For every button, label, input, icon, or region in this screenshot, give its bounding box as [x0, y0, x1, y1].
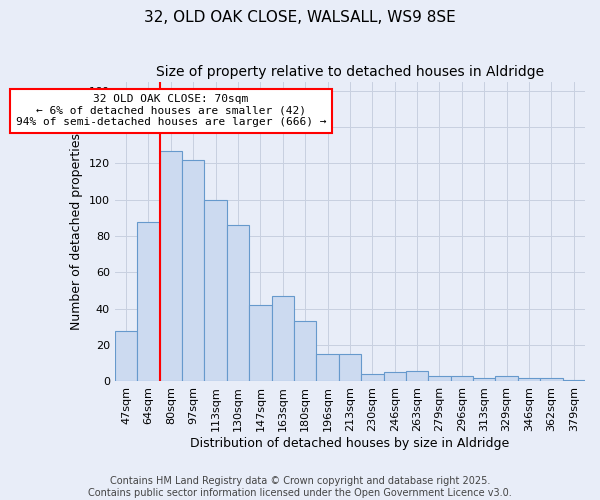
X-axis label: Distribution of detached houses by size in Aldridge: Distribution of detached houses by size … [190, 437, 509, 450]
Bar [316, 354, 339, 382]
Bar [361, 374, 383, 382]
Bar [406, 370, 428, 382]
Title: Size of property relative to detached houses in Aldridge: Size of property relative to detached ho… [156, 65, 544, 79]
Bar [473, 378, 496, 382]
Bar [451, 376, 473, 382]
Text: 32 OLD OAK CLOSE: 70sqm
← 6% of detached houses are smaller (42)
94% of semi-det: 32 OLD OAK CLOSE: 70sqm ← 6% of detached… [16, 94, 326, 128]
Text: 32, OLD OAK CLOSE, WALSALL, WS9 8SE: 32, OLD OAK CLOSE, WALSALL, WS9 8SE [144, 10, 456, 25]
Bar [383, 372, 406, 382]
Bar [249, 305, 272, 382]
Bar [339, 354, 361, 382]
Text: Contains HM Land Registry data © Crown copyright and database right 2025.
Contai: Contains HM Land Registry data © Crown c… [88, 476, 512, 498]
Bar [205, 200, 227, 382]
Bar [115, 330, 137, 382]
Bar [272, 296, 294, 382]
Bar [496, 376, 518, 382]
Bar [563, 380, 585, 382]
Bar [227, 225, 249, 382]
Bar [182, 160, 205, 382]
Bar [518, 378, 540, 382]
Bar [294, 322, 316, 382]
Bar [428, 376, 451, 382]
Y-axis label: Number of detached properties: Number of detached properties [70, 133, 83, 330]
Bar [137, 222, 160, 382]
Bar [540, 378, 563, 382]
Bar [160, 150, 182, 382]
